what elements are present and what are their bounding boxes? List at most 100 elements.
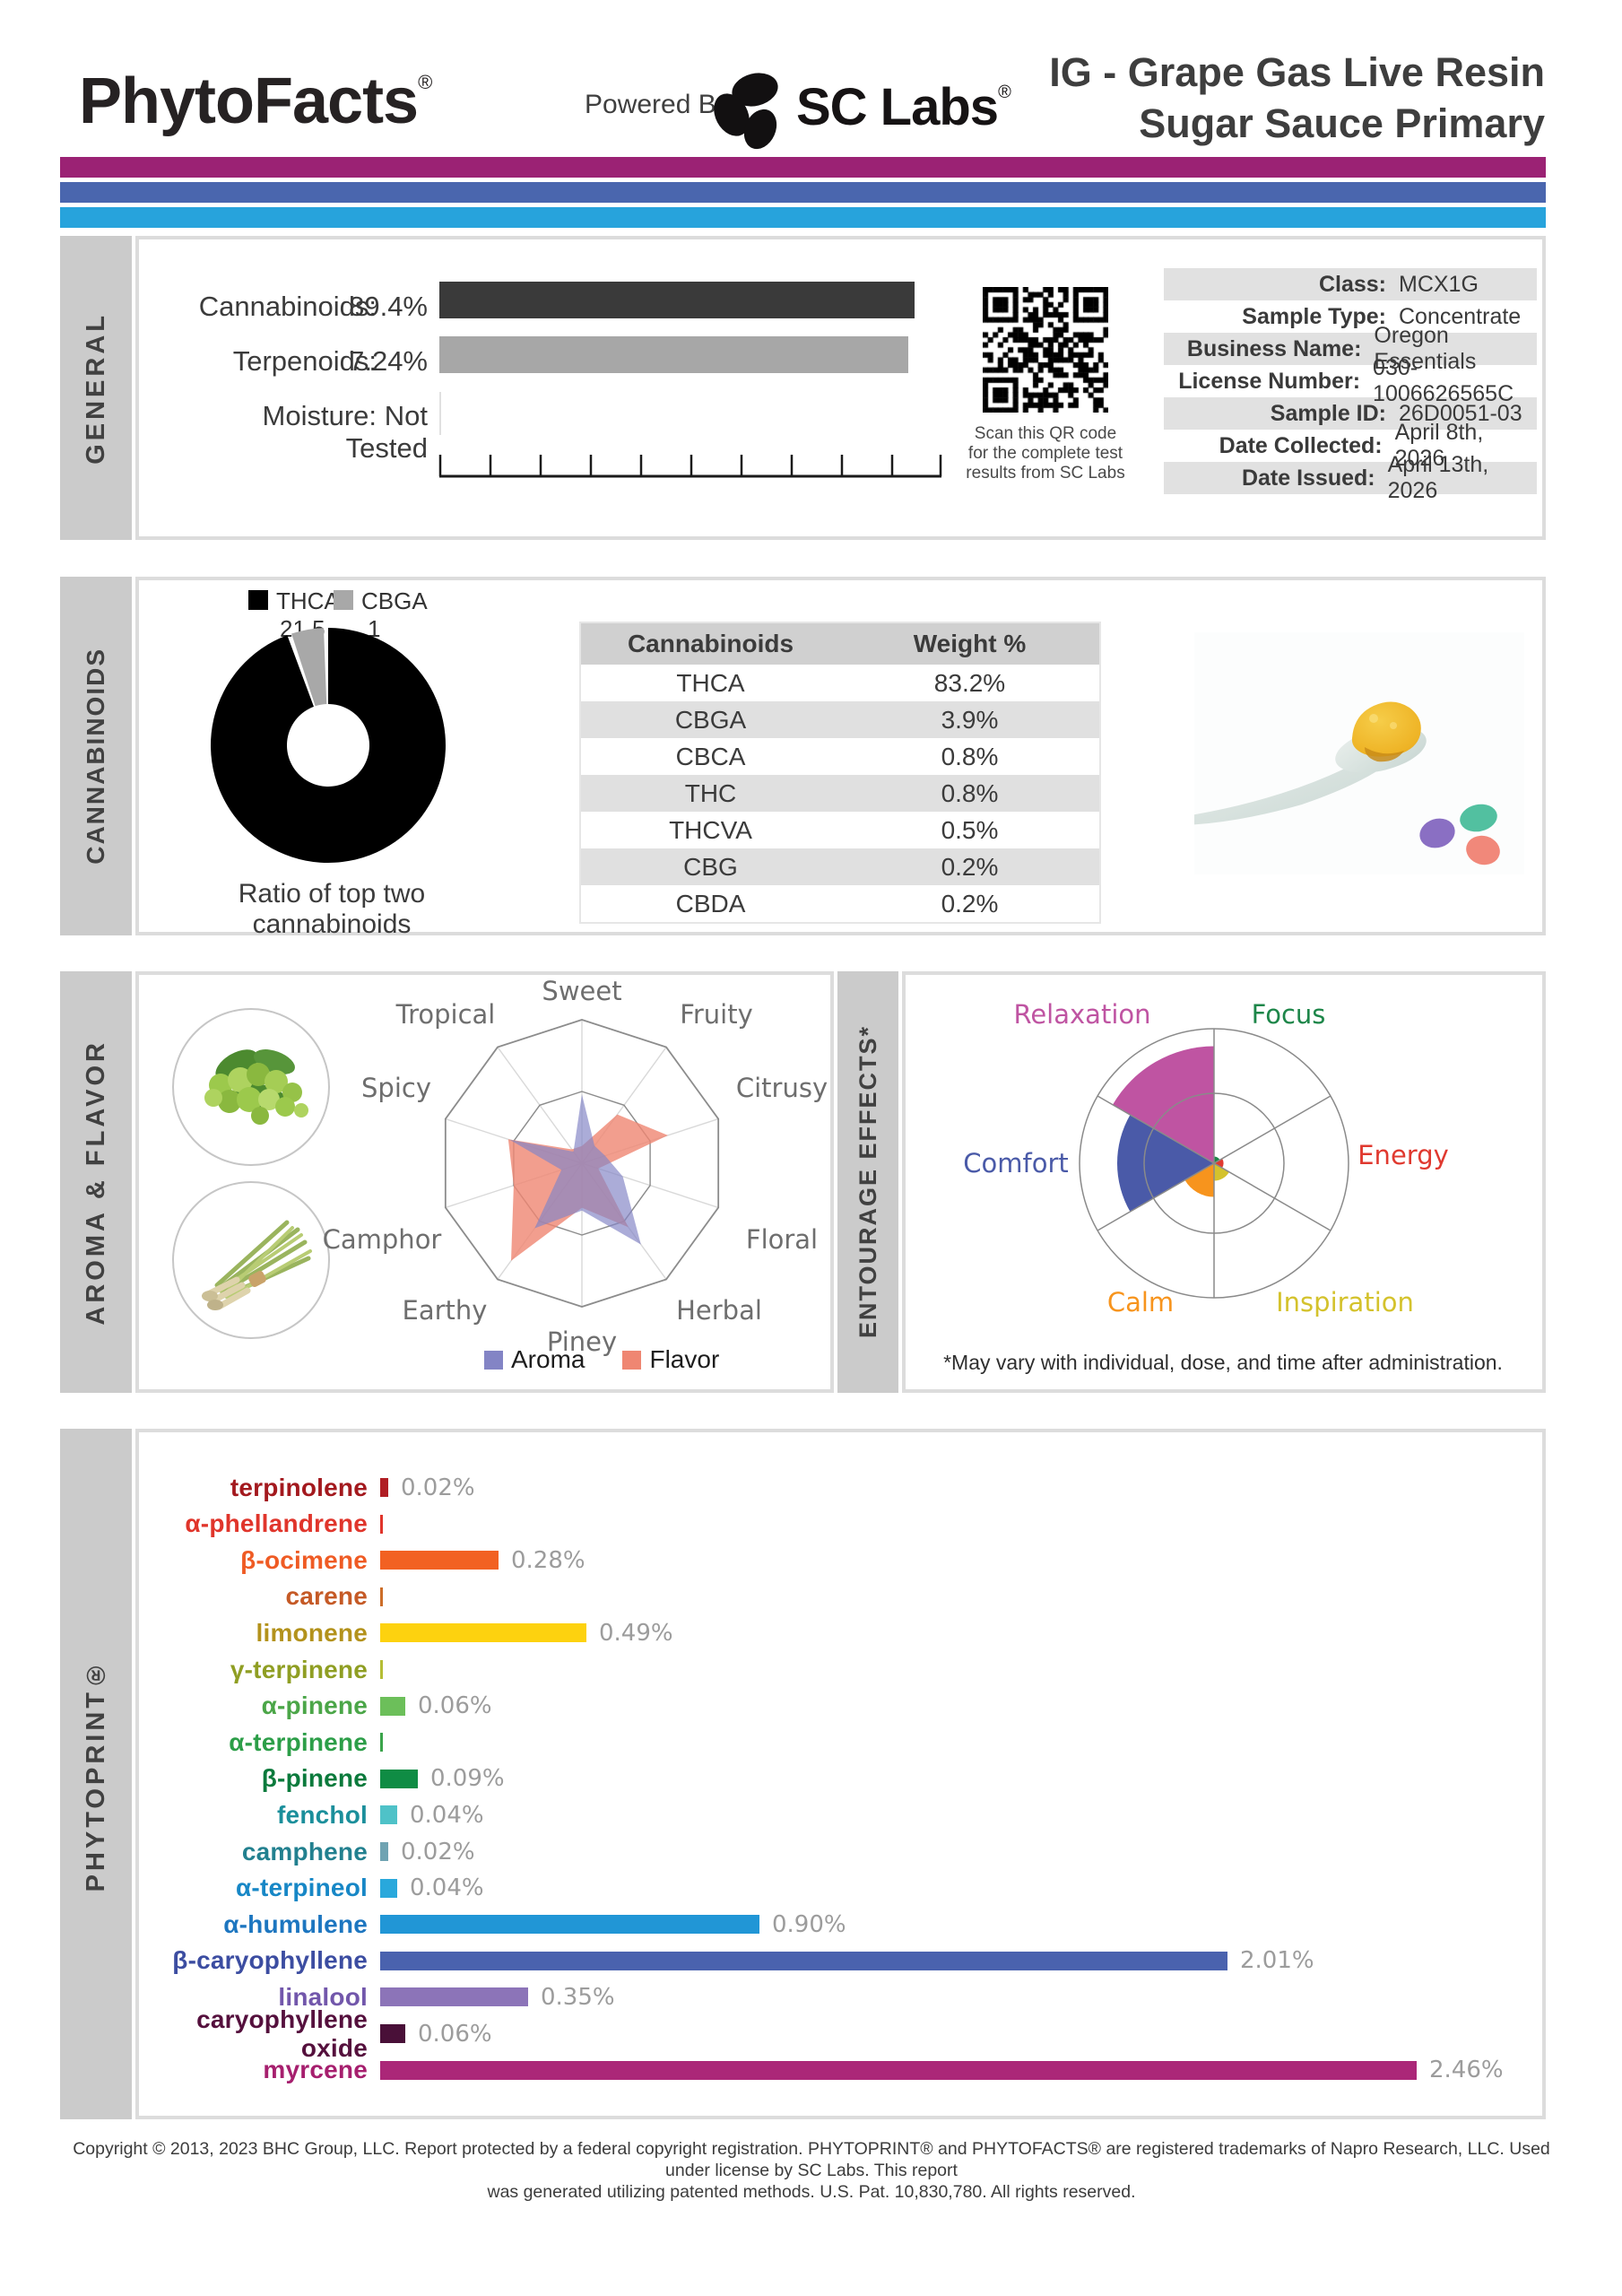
radar-label-herbal: Herbal [676,1295,762,1326]
info-label: Business Name: [1186,335,1362,361]
info-label: Sample ID: [1270,400,1386,426]
cannabinoid-weight: 0.8% [941,778,999,807]
qr-code[interactable] [983,287,1108,413]
info-row: Sample Type: Concentrate [1164,300,1537,333]
cbga-legend-value: 1 [368,615,381,642]
cannabinoid-name: CBCA [675,742,746,770]
terpene-bar [380,1551,499,1570]
terpene-value: 0.06% [418,2020,492,2048]
terpene-value: 0.04% [410,1874,484,1902]
brand-stripe-blue [60,182,1546,203]
terpene-name: linalool [278,1982,368,2011]
sc-labs-text: SC Labs [796,78,999,136]
aroma-legend-label: Aroma [511,1345,585,1373]
cannabinoids-table-header: Cannabinoids Weight % [581,623,1099,665]
cannabinoid-name: THCVA [669,815,752,844]
terpene-name: β-caryophyllene [172,1946,368,1975]
section-label-phytoprint: PHYTOPRINT® [60,1429,132,2119]
thca-legend-swatch [248,590,268,610]
radar-label-earthy: Earthy [402,1295,488,1326]
phytoprint-section-box [135,1429,1546,2119]
terpene-value: 0.35% [541,1983,615,2011]
terpene-name: α-phellandrene [185,1509,368,1538]
terpene-bar [380,1514,383,1534]
effect-label-inspiration: Inspiration [1276,1287,1414,1318]
terpene-bar [380,1987,528,2007]
terpene-value: 0.09% [430,1765,505,1793]
radar-label-sweet: Sweet [542,976,622,1006]
effect-label-comfort: Comfort [963,1148,1069,1178]
section-label-entourage: ENTOURAGE EFFECTS* [837,971,898,1393]
info-row: Date Issued: April 13th, 2026 [1164,452,1537,503]
info-value: 26D0051-03 [1399,400,1522,426]
radar-label-floral: Floral [745,1224,819,1255]
terpene-bar [380,1805,397,1825]
terpene-name: carene [285,1582,368,1611]
entourage-effects-polar-chart [1079,1028,1349,1299]
cannabinoids-table: Cannabinoids Weight % THCA 83.2% CBGA 3.9%… [579,622,1101,924]
effect-label-energy: Energy [1357,1140,1449,1170]
section-label-cannabinoids: CANNABINOIDS [60,577,132,935]
terpene-value: 2.46% [1429,2057,1504,2084]
cannabinoid-weight: 83.2% [933,668,1006,697]
terpene-name: γ-terpinene [230,1655,368,1683]
section-label-entourage-text: ENTOURAGE EFFECTS* [854,1025,881,1339]
effect-wedge-energy [1214,1158,1224,1169]
terpene-bar [380,1696,405,1716]
info-value: 030-1006626565C [1373,355,1514,406]
terpene-row: α-humulene 0.90% [134,1906,846,1943]
cannabinoid-row: CBCA 0.8% [581,738,1099,775]
terpene-value: 0.02% [401,1474,475,1501]
qr-caption: Scan this QR code for the complete test … [965,424,1126,483]
terpene-name: β-ocimene [240,1545,368,1574]
info-value: Concentrate [1399,303,1522,329]
cannabinoids-total-bar [439,282,915,318]
cannabinoid-row: THC 0.8% [581,775,1099,812]
terpene-row: γ-terpinene [134,1651,383,1688]
radar-label-tropical: Tropical [395,999,496,1030]
effect-label-focus: Focus [1251,999,1326,1030]
terpene-row: β-caryophyllene 2.01% [134,1943,1314,1979]
donut-caption: Ratio of top two cannabinoids [238,879,426,939]
cannabinoids-total-label: Cannabinoids: [198,291,377,322]
radar-label-fruity: Fruity [680,999,753,1030]
moisture-value: Not Tested [345,400,428,464]
legend-item-aroma: Aroma [484,1345,585,1374]
sample-info-table: Class: MCX1G Sample Type: Concentrate Busine… [1164,268,1537,503]
section-label-general-text: GENERAL [81,311,110,465]
entourage-section-box [902,971,1546,1393]
terpene-name: fenchol [277,1800,368,1829]
terpene-value: 0.49% [599,1619,673,1647]
terpene-name: β-pinene [261,1764,368,1793]
terpene-name: camphene [241,1837,368,1866]
terpene-row: myrcene 2.46% [134,2052,1504,2089]
terpene-row: caryophyllene oxide 0.06% [134,2005,492,2062]
info-label: License Number: [1178,368,1361,394]
effect-wedge-comfort [1117,1115,1214,1212]
terpenoids-total-bar [439,336,908,373]
terpene-row: carene [134,1578,383,1615]
terpene-row: terpinolene 0.02% [134,1469,475,1506]
terpene-bar [380,2024,405,2043]
terpene-row: limonene 0.49% [134,1614,673,1651]
brand-stripe-lightblue [60,207,1546,228]
info-value: April 13th, 2026 [1387,452,1489,503]
thca-legend-label: THCA [276,587,340,614]
cannabinoid-weight: 0.2% [941,852,999,881]
header-cannabinoids: Cannabinoids [627,630,794,657]
cannabinoid-name: CBG [683,852,738,881]
terpene-name: α-pinene [261,1692,368,1720]
cannabinoid-row: THCVA 0.5% [581,812,1099,848]
terpene-value: 0.28% [511,1546,585,1574]
general-ruler-axis [438,455,942,478]
terpene-value: 2.01% [1240,1947,1314,1975]
info-label: Class: [1318,271,1386,297]
aroma-flavor-legend: Aroma Flavor [484,1345,719,1374]
terpene-bar [380,2060,1417,2080]
info-row: Sample ID: 26D0051-03 [1164,397,1537,430]
sample-title-line1: IG - Grape Gas Live Resin [1049,49,1545,95]
cannabinoid-name: THC [684,778,737,807]
hops-image [172,1008,330,1166]
info-value: Oregon Essentials [1374,323,1477,374]
cannabinoid-weight: 0.8% [941,742,999,770]
